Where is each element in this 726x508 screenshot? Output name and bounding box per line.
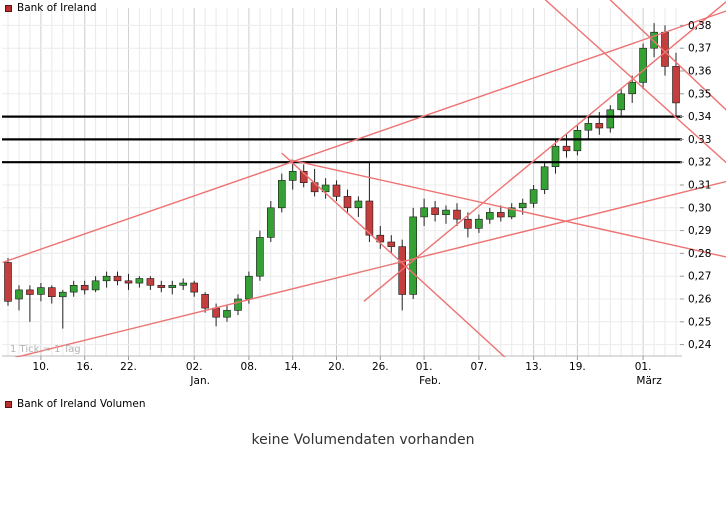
series-title: Bank of Ireland (17, 2, 97, 14)
svg-text:01.: 01. (416, 361, 433, 373)
svg-text:13.: 13. (525, 361, 542, 373)
svg-text:0,27: 0,27 (688, 271, 711, 283)
svg-text:0,36: 0,36 (688, 66, 712, 78)
svg-text:0,35: 0,35 (688, 88, 711, 100)
svg-text:16.: 16. (76, 361, 93, 373)
svg-text:0,32: 0,32 (688, 157, 711, 169)
svg-text:0,31: 0,31 (688, 180, 711, 192)
svg-text:Jan.: Jan. (189, 375, 210, 387)
svg-text:20.: 20. (328, 361, 345, 373)
price-panel: Bank of Ireland 0,38 0,37 0,36 0,35 0,34 0,33… (0, 0, 726, 392)
candlestick-chart[interactable]: 0,38 0,37 0,36 0,35 0,34 0,33 0,32 0,31 0,30 0,29… (0, 0, 726, 392)
svg-text:0,33: 0,33 (688, 134, 711, 146)
svg-text:März: März (636, 375, 662, 387)
svg-text:0,29: 0,29 (688, 225, 711, 237)
svg-text:0,37: 0,37 (688, 43, 711, 55)
svg-text:08.: 08. (241, 361, 258, 373)
svg-text:0,34: 0,34 (688, 111, 712, 123)
svg-text:0,28: 0,28 (688, 248, 711, 260)
svg-text:19.: 19. (569, 361, 586, 373)
series-swatch-icon (5, 4, 12, 12)
volume-panel: Bank of Ireland Volumen keine Volumendat… (0, 392, 726, 508)
tick-note: 1 Tick = 1 Tag (10, 344, 81, 355)
svg-text:02.: 02. (186, 361, 203, 373)
svg-text:22.: 22. (120, 361, 137, 373)
svg-text:0,24: 0,24 (688, 339, 712, 351)
y-axis-labels: 0,38 0,37 0,36 0,35 0,34 0,33 0,32 0,31 0,30 0,29… (680, 20, 712, 351)
svg-text:01.: 01. (635, 361, 652, 373)
volume-title: Bank of Ireland Volumen (17, 398, 146, 410)
svg-text:Feb.: Feb. (419, 375, 441, 387)
volume-swatch-icon (5, 400, 12, 408)
svg-text:0,30: 0,30 (688, 202, 711, 214)
volume-legend: Bank of Ireland Volumen (5, 399, 146, 410)
candles-layer (4, 23, 680, 329)
svg-text:14.: 14. (284, 361, 301, 373)
svg-text:0,26: 0,26 (688, 294, 712, 306)
svg-text:10.: 10. (33, 361, 50, 373)
trendlines (2, 0, 726, 357)
x-axis-labels: 10. 16. 22. 02. Jan. 08. 14. 20. 26. 01. Feb. 07. 13… (33, 356, 662, 387)
svg-text:0,25: 0,25 (688, 316, 711, 328)
svg-text:26.: 26. (372, 361, 389, 373)
svg-text:0,38: 0,38 (688, 20, 711, 32)
no-volume-message: keine Volumendaten vorhanden (251, 432, 475, 448)
grid-vertical (7, 8, 677, 356)
price-legend: Bank of Ireland (5, 3, 96, 14)
level-lines (2, 115, 682, 164)
grid-horizontal (2, 24, 682, 346)
svg-text:07.: 07. (471, 361, 488, 373)
